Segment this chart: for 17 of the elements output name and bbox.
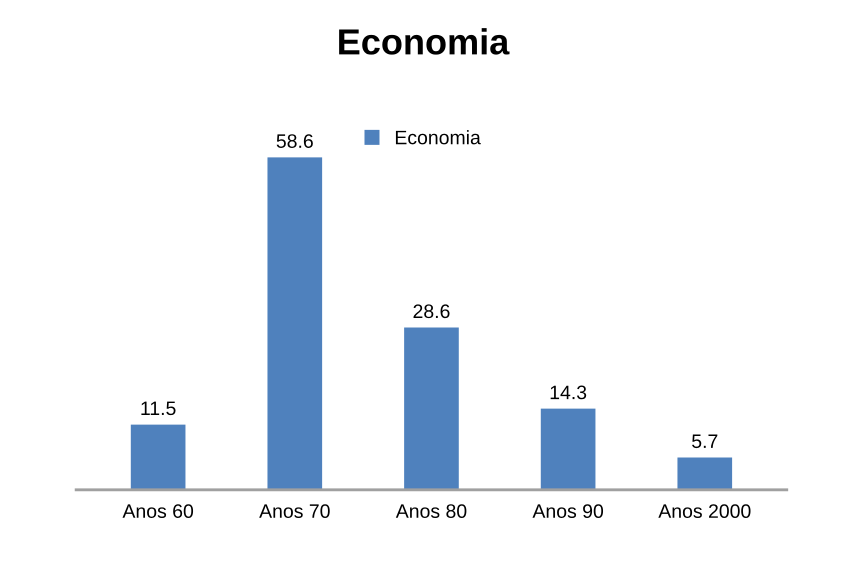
x-tick-label: Anos 70 xyxy=(259,504,330,518)
x-tick-label: Anos 80 xyxy=(396,504,466,518)
bar xyxy=(404,328,459,490)
data-label: 14.3 xyxy=(550,386,586,400)
x-tick-label: Anos 90 xyxy=(532,504,604,518)
data-label: 58.6 xyxy=(276,134,313,148)
bar xyxy=(677,457,732,490)
x-tick-label: Anos 60 xyxy=(122,504,194,518)
bar xyxy=(267,157,322,490)
bar xyxy=(540,408,596,490)
legend-label: Economia xyxy=(396,130,481,144)
data-label: 11.5 xyxy=(141,402,176,416)
data-label: 5.7 xyxy=(692,434,718,448)
bar xyxy=(130,424,186,490)
x-tick-label: Anos 2000 xyxy=(658,504,751,518)
chart-title: Economia xyxy=(339,28,510,55)
data-label: 28.6 xyxy=(414,304,450,318)
